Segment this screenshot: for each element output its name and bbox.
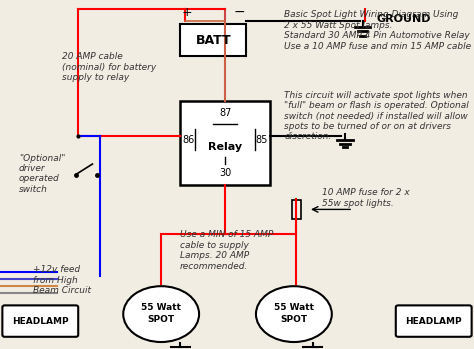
Text: GROUND: GROUND (377, 14, 431, 24)
Text: SPOT: SPOT (147, 315, 175, 324)
Text: Use a MIN of 15 AMP
cable to supply
Lamps. 20 AMP
recommended.: Use a MIN of 15 AMP cable to supply Lamp… (180, 230, 273, 270)
Text: 10 AMP fuse for 2 x
55w spot lights.: 10 AMP fuse for 2 x 55w spot lights. (322, 188, 410, 208)
Bar (292, 200, 301, 219)
Text: 30: 30 (219, 168, 231, 178)
FancyBboxPatch shape (2, 305, 78, 337)
Text: 20 AMP cable
(nominal) for battery
supply to relay: 20 AMP cable (nominal) for battery suppl… (62, 52, 156, 82)
Bar (180, 24, 246, 56)
Text: This circuit will activate spot lights when
"full" beam or flash is operated. Op: This circuit will activate spot lights w… (284, 91, 469, 141)
Text: Relay: Relay (208, 142, 242, 151)
Text: 87: 87 (219, 109, 231, 118)
Text: 55 Watt: 55 Watt (274, 303, 314, 312)
Text: SPOT: SPOT (280, 315, 308, 324)
Circle shape (256, 286, 332, 342)
FancyBboxPatch shape (396, 305, 472, 337)
Bar (180, 101, 270, 185)
Text: −: − (234, 5, 245, 19)
Text: 86: 86 (182, 135, 195, 144)
Text: "Optional"
driver
operated
switch: "Optional" driver operated switch (19, 154, 65, 194)
Text: +12v feed
from High
Beam Circuit: +12v feed from High Beam Circuit (33, 265, 91, 295)
Text: 85: 85 (255, 135, 268, 144)
Text: BATT: BATT (195, 34, 231, 47)
Text: HEADLAMP: HEADLAMP (12, 317, 69, 326)
Text: HEADLAMP: HEADLAMP (405, 317, 462, 326)
Circle shape (123, 286, 199, 342)
Text: +: + (182, 6, 192, 19)
Text: 55 Watt: 55 Watt (141, 303, 181, 312)
Text: Basic Spot Light Wiring Diagram Using
2 x 55 Watt Spot lamps.
Standard 30 AMP 4 : Basic Spot Light Wiring Diagram Using 2 … (284, 10, 472, 51)
